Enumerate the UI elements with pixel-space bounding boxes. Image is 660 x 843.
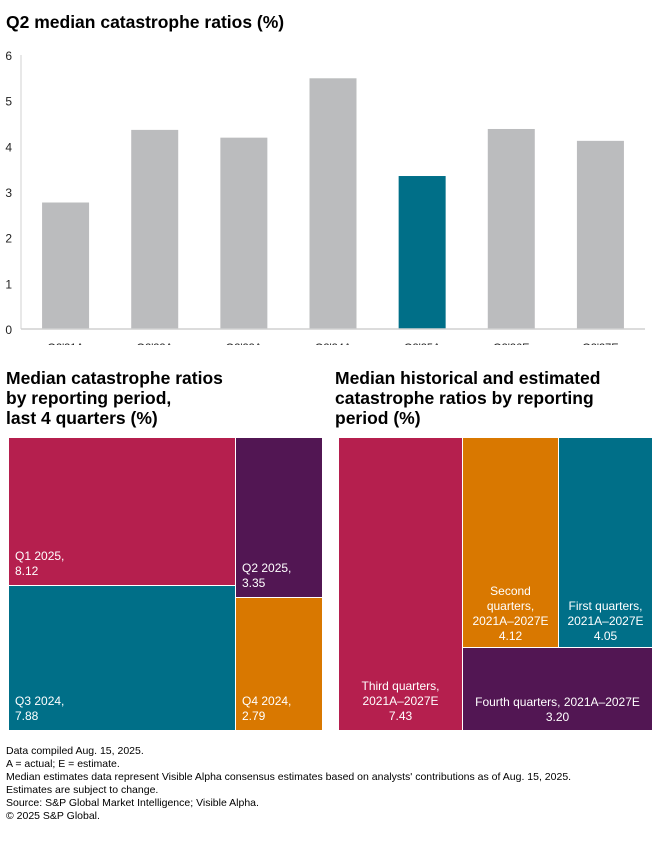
treemap-cell-q2-2025: Q2 2025, 3.35 bbox=[235, 437, 323, 598]
y-tick-label: 1 bbox=[5, 277, 12, 291]
treemap-cell-q1-2025: Q1 2025, 8.12 bbox=[8, 437, 236, 586]
footnote: Estimates are subject to change. bbox=[6, 784, 159, 796]
footnotes: Data compiled Aug. 15, 2025. A = actual;… bbox=[6, 745, 571, 823]
footnote: A = actual; E = estimate. bbox=[6, 758, 120, 770]
cell-label: 2021A–2027E bbox=[362, 694, 439, 708]
cell-value: 8.12 bbox=[15, 564, 39, 578]
treemap-cell-first-quarters: First quarters, 2021A–2027E 4.05 bbox=[558, 437, 653, 648]
title-line: last 4 quarters (%) bbox=[6, 408, 158, 428]
title-line: catastrophe ratios by reporting bbox=[335, 388, 594, 408]
treemap-cell-third-quarters: Third quarters, 2021A–2027E 7.43 bbox=[338, 437, 463, 731]
bar bbox=[220, 137, 268, 329]
cell-label: First quarters, bbox=[568, 599, 643, 613]
title-line: by reporting period, bbox=[6, 388, 172, 408]
cell-label: Q4 2024, bbox=[242, 694, 292, 708]
treemap-cell-second-quarters: Second quarters, 2021A–2027E 4.12 bbox=[462, 437, 559, 648]
bar bbox=[309, 78, 357, 329]
x-tick-label: Q2'23A bbox=[226, 342, 263, 345]
y-tick-label: 6 bbox=[5, 49, 12, 63]
treemap-cell-q3-2024: Q3 2024, 7.88 bbox=[8, 585, 236, 731]
x-tick-label: Q2'26E bbox=[493, 342, 529, 345]
title-line: Median historical and estimated bbox=[335, 368, 601, 388]
cell-label: Q3 2024, bbox=[15, 694, 65, 708]
cell-label: Q1 2025, bbox=[15, 549, 65, 563]
bar bbox=[487, 128, 535, 329]
cell-value: 3.20 bbox=[545, 710, 570, 724]
y-tick-label: 2 bbox=[5, 232, 12, 246]
cell-label: quarters, bbox=[486, 599, 535, 613]
bar bbox=[42, 202, 90, 329]
treemap-cell-q4-2024: Q4 2024, 2.79 bbox=[235, 597, 323, 731]
cell-label: Fourth quarters, 2021A–2027E bbox=[475, 695, 640, 709]
x-tick-label: Q2'22A bbox=[137, 342, 174, 345]
bar bbox=[398, 176, 446, 329]
footnote: Source: S&P Global Market Intelligence; … bbox=[6, 797, 259, 809]
x-tick-label: Q2'21A bbox=[47, 342, 84, 345]
cell-label: Q2 2025, bbox=[242, 561, 292, 575]
x-tick-label: Q2'27E bbox=[582, 342, 618, 345]
cell-value: 3.35 bbox=[242, 576, 266, 590]
treemap-left-title: Median catastrophe ratios by reporting p… bbox=[6, 368, 223, 428]
y-tick-label: 4 bbox=[5, 140, 12, 154]
footnote: © 2025 S&P Global. bbox=[6, 810, 100, 822]
cell-label: 2021A–2027E bbox=[567, 614, 644, 628]
x-tick-label: Q2'24A bbox=[315, 342, 352, 345]
cell-label: 2021A–2027E bbox=[472, 614, 549, 628]
cell-value: 7.88 bbox=[15, 709, 39, 723]
footnote: Data compiled Aug. 15, 2025. bbox=[6, 745, 144, 757]
cell-value: 2.79 bbox=[242, 709, 266, 723]
treemap-cell-fourth-quarters: Fourth quarters, 2021A–2027E 3.20 bbox=[462, 647, 653, 731]
y-tick-label: 0 bbox=[5, 323, 12, 337]
footnote: Median estimates data represent Visible … bbox=[6, 771, 572, 783]
cell-label: Second bbox=[490, 584, 531, 598]
bar-chart: 0 1 2 3 4 5 6 Q2'21A Q2'22A Q2'23A Q2'24A Q2'25A Q2'… bbox=[5, 49, 645, 345]
y-tick-label: 3 bbox=[5, 186, 12, 200]
bar-chart-title: Q2 median catastrophe ratios (%) bbox=[6, 12, 285, 32]
bar bbox=[576, 140, 624, 329]
title-line: Median catastrophe ratios bbox=[6, 368, 223, 388]
x-tick-label: Q2'25A bbox=[404, 342, 441, 345]
bar bbox=[131, 129, 179, 329]
cell-value: 7.43 bbox=[388, 709, 413, 723]
cell-label: Third quarters, bbox=[361, 679, 440, 693]
y-tick-label: 5 bbox=[5, 95, 12, 109]
cell-value: 4.05 bbox=[593, 629, 618, 643]
title-line: period (%) bbox=[335, 408, 421, 428]
cell-value: 4.12 bbox=[498, 629, 523, 643]
treemap-right-title: Median historical and estimated catastro… bbox=[335, 368, 600, 428]
